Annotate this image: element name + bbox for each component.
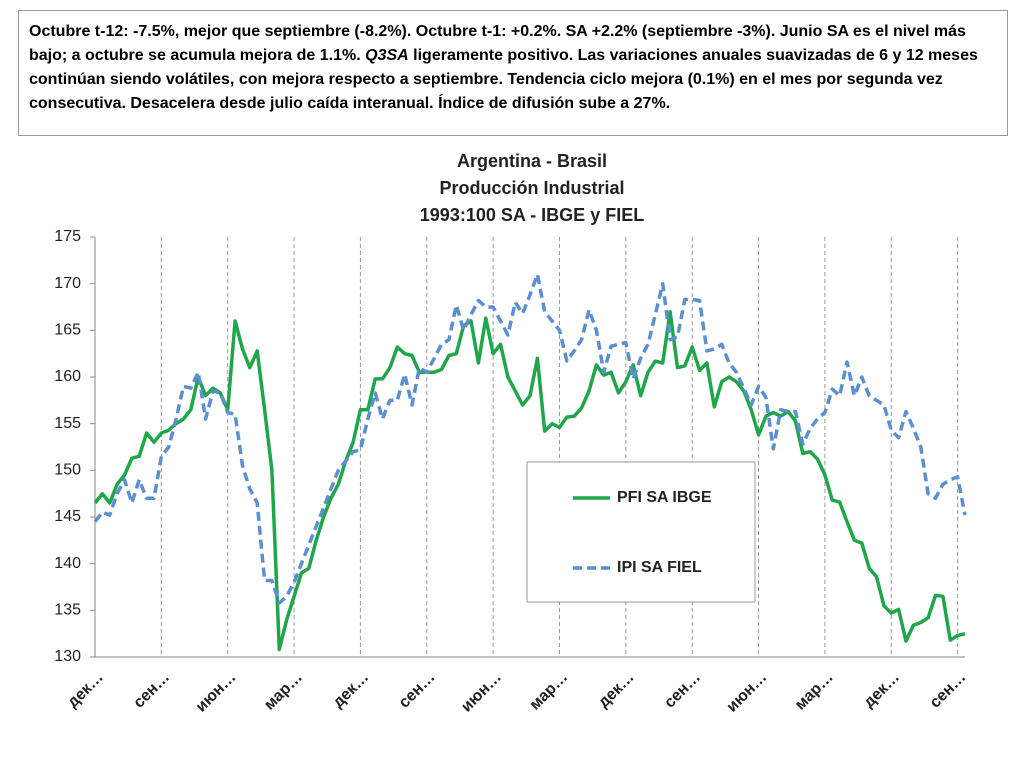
x-tick-label: дек… (64, 669, 106, 711)
series-line (93, 309, 966, 652)
x-tick-label: июн… (724, 669, 771, 716)
x-tick-label: сен… (927, 669, 970, 712)
x-tick-label: мар… (527, 669, 572, 714)
note-text: Octubre t-12: -7.5%, mejor que septiembr… (29, 23, 966, 64)
x-tick-label: сен… (661, 669, 704, 712)
x-tick-label: сен… (396, 669, 439, 712)
chart-title: Producción Industrial (439, 178, 624, 198)
y-tick-label: 175 (54, 228, 81, 245)
y-tick-label: 160 (54, 368, 81, 385)
x-tick-label: сен… (130, 669, 173, 712)
chart-title: 1993:100 SA - IBGE y FIEL (420, 205, 644, 225)
y-tick-label: 165 (54, 322, 81, 339)
y-tick-label: 130 (54, 648, 81, 665)
x-tick-label: мар… (261, 669, 306, 714)
x-tick-label: мар… (792, 669, 837, 714)
note-emphasis: Q3SA (365, 47, 409, 64)
series-line (93, 272, 967, 605)
note-box: Octubre t-12: -7.5%, mejor que septiembr… (18, 10, 1008, 136)
x-tick-label: дек… (861, 669, 903, 711)
legend-box (526, 461, 756, 603)
x-tick-label: июн… (458, 669, 505, 716)
y-tick-label: 135 (54, 602, 81, 619)
legend-label: IPI SA FIEL (617, 559, 702, 576)
y-tick-label: 150 (54, 462, 81, 479)
x-tick-label: дек… (330, 669, 372, 711)
y-tick-label: 155 (54, 415, 81, 432)
legend-label: PFI SA IBGE (617, 489, 712, 506)
y-tick-label: 140 (54, 555, 81, 572)
chart-title: Argentina - Brasil (457, 151, 607, 171)
x-tick-label: дек… (595, 669, 637, 711)
y-tick-label: 145 (54, 508, 81, 525)
y-tick-label: 170 (54, 275, 81, 292)
x-tick-label: июн… (193, 669, 240, 716)
note-text: ligeramente positivo. Las variaciones an… (29, 47, 978, 112)
